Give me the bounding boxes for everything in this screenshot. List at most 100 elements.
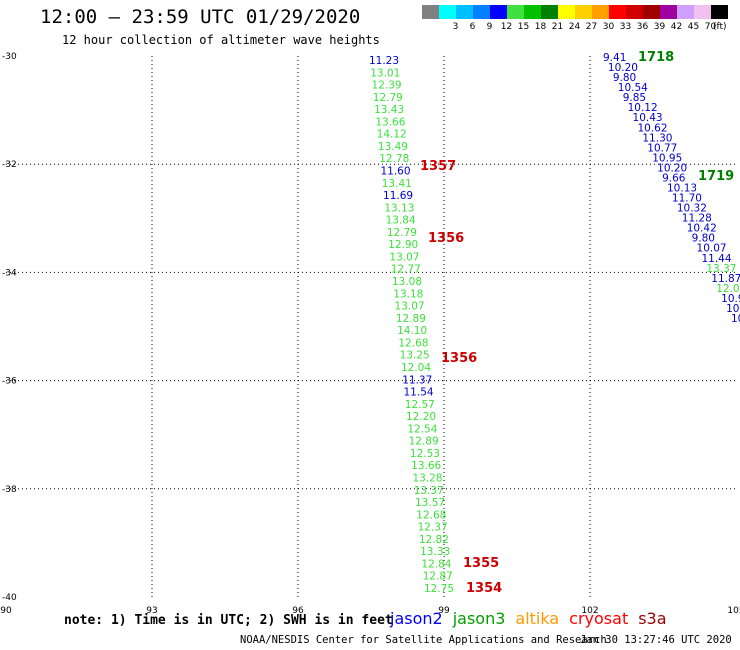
- wave-height-label: 13.25: [400, 350, 430, 362]
- colorbar-swatch: [473, 5, 490, 19]
- lon-tick-label: 102: [581, 606, 598, 616]
- lat-tick-label: -36: [2, 377, 17, 387]
- lat-tick-label: -30: [2, 52, 17, 62]
- wave-height-label: 11.28: [682, 213, 712, 225]
- pass-time-label: 1356: [441, 351, 477, 366]
- wave-height-label: 10.32: [677, 203, 707, 215]
- pass-time-label: 1356: [428, 231, 464, 246]
- colorbar-swatch: [626, 5, 643, 19]
- colorbar-label: 9: [486, 22, 493, 32]
- satellite-legend-item: cryosat: [569, 609, 629, 628]
- wave-height-label: 12.04: [401, 362, 431, 374]
- colorbar-swatch: [660, 5, 677, 19]
- wave-height-label: 10.42: [687, 223, 717, 235]
- wave-height-label: 14.10: [397, 325, 427, 337]
- wave-height-label: 12.54: [407, 423, 437, 435]
- wave-height-label: 13.18: [393, 288, 423, 300]
- colorbar-swatch: [592, 5, 609, 19]
- wave-height-label: 12.78: [379, 153, 409, 165]
- wave-height-label: 13.07: [389, 251, 419, 263]
- footer-credit: NOAA/NESDIS Center for Satellite Applica…: [240, 634, 607, 646]
- satellite-legend: jason2 jason3 altika cryosat s3a: [390, 609, 677, 628]
- lat-tick-label: -34: [2, 268, 17, 278]
- wave-height-label: 12.77: [391, 264, 421, 276]
- wave-height-label: 9.80: [613, 72, 636, 84]
- wave-height-label: 10.20: [608, 62, 638, 74]
- wave-height-label: 13.66: [375, 116, 405, 128]
- wave-height-label: 13.28: [412, 472, 442, 484]
- satellite-legend-item: jason3: [452, 609, 506, 628]
- wave-height-label: 13.37: [706, 263, 736, 275]
- wave-height-label: 11.60: [380, 166, 410, 178]
- wave-height-label: 12.89: [396, 313, 426, 325]
- pass-time-label: 1354: [466, 581, 502, 596]
- wave-height-label: 10: [731, 313, 740, 325]
- wave-height-label: 12.79: [387, 227, 417, 239]
- lon-tick-label: 93: [146, 606, 157, 616]
- colorbar-label: 42: [670, 22, 683, 32]
- colorbar-swatch: [694, 5, 711, 19]
- wave-height-label: 12.39: [372, 80, 402, 92]
- wave-height-label: 10.9: [721, 293, 740, 305]
- colorbar-label: 27: [585, 22, 598, 32]
- wave-height-label: 14.12: [377, 129, 407, 141]
- wave-height-label: 12.57: [405, 399, 435, 411]
- wave-height-label: 13.37: [414, 485, 444, 497]
- satellite-legend-item: s3a: [638, 609, 667, 628]
- wave-height-label: 13.49: [378, 141, 408, 153]
- colorbar-swatch: [524, 5, 541, 19]
- colorbar-swatch: [575, 5, 592, 19]
- colorbar-swatch: [558, 5, 575, 19]
- wave-height-label: 11.44: [701, 253, 731, 265]
- satellite-legend-item: altika: [515, 609, 560, 628]
- colorbar-label: 36: [636, 22, 649, 32]
- wave-height-label: 12.87: [423, 571, 453, 583]
- wave-height-label: 13.43: [374, 104, 404, 116]
- wave-height-label: 9.41: [603, 52, 626, 64]
- colorbar-label: 39: [653, 22, 666, 32]
- wave-height-label: 12.20: [406, 411, 436, 423]
- colorbar-label: 3: [452, 22, 459, 32]
- footer-timestamp: Jan 30 13:27:46 UTC 2020: [580, 634, 732, 646]
- wave-height-label: 12.82: [419, 534, 449, 546]
- colorbar-swatch: [643, 5, 660, 19]
- pass-time-label: 1357: [420, 159, 456, 174]
- wave-height-label: 13.84: [386, 215, 416, 227]
- colorbar-label: 6: [469, 22, 476, 32]
- wave-height-label: 9.80: [692, 233, 715, 245]
- map-subtitle: 12 hour collection of altimeter wave hei…: [62, 33, 380, 47]
- lat-tick-label: -32: [2, 160, 17, 170]
- colorbar-label: 21: [551, 22, 564, 32]
- colorbar-label: 33: [619, 22, 632, 32]
- wave-height-label: 12.84: [421, 558, 451, 570]
- colorbar-swatch: [507, 5, 524, 19]
- colorbar-unit: (ft): [713, 22, 727, 32]
- wave-height-label: 13.57: [415, 497, 445, 509]
- colorbar-swatch: [422, 5, 439, 19]
- colorbar-label: 18: [534, 22, 547, 32]
- wave-height-label: 10.77: [647, 142, 677, 154]
- wave-height-label: 9.66: [662, 172, 686, 184]
- wave-height-label: 13.33: [420, 546, 450, 558]
- colorbar-label: 70: [704, 22, 717, 32]
- wave-height-label: 13.08: [392, 276, 422, 288]
- satellite-legend-item: jason2: [390, 609, 443, 628]
- lat-tick-label: -38: [2, 485, 17, 495]
- wave-height-label: 12.68: [398, 337, 428, 349]
- wave-height-label: 10.07: [697, 243, 727, 255]
- wave-height-label: 11.23: [369, 55, 399, 67]
- wave-height-label: 12.75: [424, 583, 454, 595]
- lon-tick-label: 96: [292, 606, 304, 616]
- altimeter-track-a: 11.2313.0112.3912.7913.4313.6614.1213.49…: [369, 55, 454, 595]
- wave-height-label: 11.87: [711, 273, 740, 285]
- pass-time-label: 1719: [698, 169, 734, 184]
- lat-tick-label: -40: [2, 593, 17, 603]
- footer-note: note: 1) Time is in UTC; 2) SWH is in fe…: [64, 613, 393, 628]
- wave-height-label: 11.54: [404, 387, 434, 399]
- colorbar-label: 24: [568, 22, 581, 32]
- colorbar-swatch: [609, 5, 626, 19]
- wave-height-label: 10.: [726, 303, 740, 315]
- colorbar-swatch: [456, 5, 473, 19]
- colorbar-swatch: [490, 5, 507, 19]
